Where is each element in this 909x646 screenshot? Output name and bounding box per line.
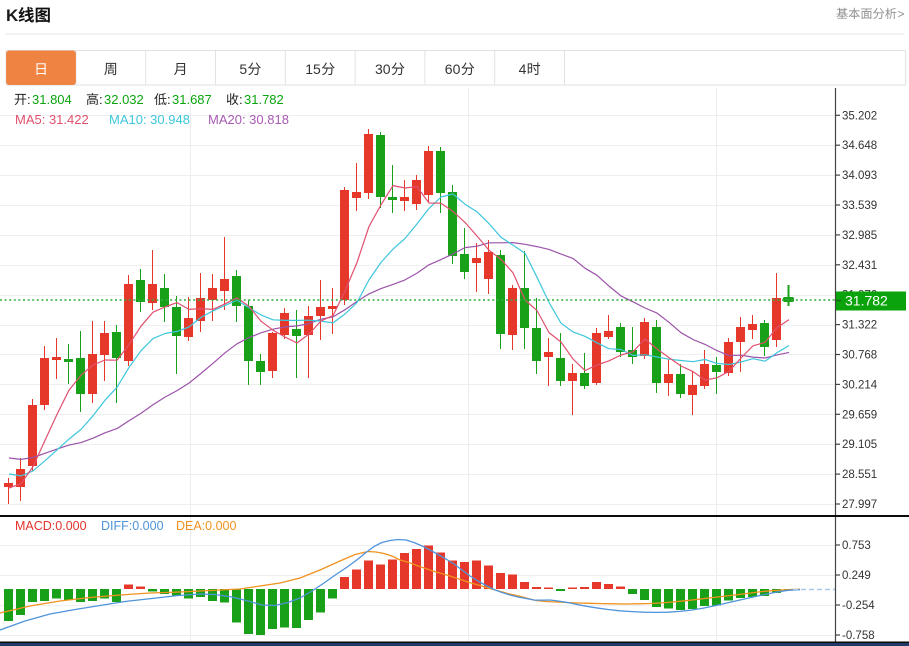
svg-text:30.768: 30.768 — [842, 350, 877, 362]
svg-text::: : — [239, 92, 243, 107]
svg-text:5: 5 — [239, 61, 247, 77]
svg-text:30.214: 30.214 — [842, 379, 878, 391]
svg-text:31.687: 31.687 — [172, 92, 212, 107]
svg-text:27.997: 27.997 — [842, 499, 877, 511]
svg-text:4: 4 — [519, 61, 527, 77]
svg-text:32.032: 32.032 — [104, 92, 144, 107]
svg-text:35.202: 35.202 — [842, 110, 877, 122]
svg-text:32.431: 32.431 — [842, 260, 877, 272]
svg-text:MA20: 30.818: MA20: 30.818 — [208, 112, 289, 127]
svg-text:31.322: 31.322 — [842, 320, 877, 332]
svg-text:34.093: 34.093 — [842, 170, 877, 182]
svg-text:MACD:0.000: MACD:0.000 — [15, 519, 87, 533]
svg-text::: : — [167, 92, 171, 107]
svg-text:31.782: 31.782 — [845, 293, 888, 309]
svg-text:34.648: 34.648 — [842, 140, 877, 152]
svg-text:-0.758: -0.758 — [842, 630, 875, 642]
svg-text:MA10: 30.948: MA10: 30.948 — [109, 112, 190, 127]
svg-text:MA5: 31.422: MA5: 31.422 — [15, 112, 89, 127]
svg-text:DIFF:0.000: DIFF:0.000 — [101, 519, 164, 533]
svg-text:0.753: 0.753 — [842, 540, 871, 552]
svg-text:60: 60 — [445, 61, 461, 77]
svg-text:31.804: 31.804 — [32, 92, 72, 107]
svg-text:31.782: 31.782 — [244, 92, 284, 107]
svg-text:>: > — [898, 7, 905, 21]
svg-text:30: 30 — [375, 61, 391, 77]
svg-text:33.539: 33.539 — [842, 200, 877, 212]
svg-text:28.551: 28.551 — [842, 469, 877, 481]
svg-text:15: 15 — [305, 61, 321, 77]
svg-text:29.105: 29.105 — [842, 439, 877, 451]
svg-text:0.249: 0.249 — [842, 570, 871, 582]
svg-text:K: K — [6, 6, 19, 25]
svg-text:DEA:0.000: DEA:0.000 — [176, 519, 237, 533]
svg-text::: : — [99, 92, 103, 107]
svg-text:29.659: 29.659 — [842, 409, 877, 421]
svg-text:32.985: 32.985 — [842, 230, 877, 242]
svg-text::: : — [27, 92, 31, 107]
svg-text:-0.254: -0.254 — [842, 600, 875, 612]
